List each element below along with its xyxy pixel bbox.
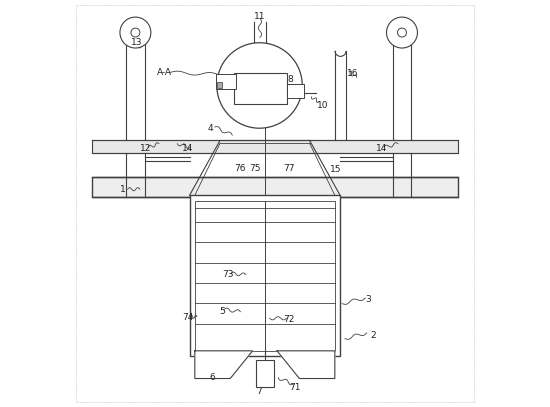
Text: 73: 73 (222, 270, 234, 279)
Circle shape (387, 17, 417, 48)
Bar (217, 82, 223, 88)
Text: 5: 5 (219, 307, 225, 316)
Text: 14: 14 (182, 144, 193, 153)
Bar (190, 195, 340, 356)
Text: 2: 2 (370, 331, 376, 340)
Text: 11: 11 (254, 12, 266, 21)
Text: 77: 77 (283, 164, 295, 173)
Text: 10: 10 (317, 101, 328, 109)
Text: 3: 3 (366, 295, 371, 304)
Text: A-A: A-A (157, 68, 172, 77)
Polygon shape (277, 351, 335, 379)
Text: 1: 1 (119, 185, 125, 194)
Bar (234, 73, 287, 104)
Polygon shape (195, 351, 252, 379)
Circle shape (217, 43, 302, 128)
Text: 14: 14 (376, 144, 387, 153)
Text: 71: 71 (290, 383, 301, 392)
Text: 13: 13 (131, 38, 142, 47)
Text: 74: 74 (182, 313, 193, 322)
Text: 8: 8 (288, 75, 293, 84)
Text: 4: 4 (207, 124, 213, 133)
Circle shape (398, 28, 406, 37)
Circle shape (131, 28, 140, 37)
Text: 75: 75 (249, 164, 260, 173)
Text: 7: 7 (257, 387, 262, 396)
Bar (92, 177, 458, 197)
Text: 15: 15 (329, 165, 341, 174)
Circle shape (120, 17, 151, 48)
Bar (195, 201, 335, 351)
Bar (216, 74, 235, 89)
Text: 6: 6 (209, 373, 215, 382)
Text: 12: 12 (140, 144, 152, 153)
Bar (256, 360, 274, 387)
Text: 72: 72 (284, 315, 295, 324)
Bar (92, 140, 458, 153)
Bar (287, 84, 304, 98)
Text: 76: 76 (235, 164, 246, 173)
Text: 16: 16 (346, 69, 358, 78)
